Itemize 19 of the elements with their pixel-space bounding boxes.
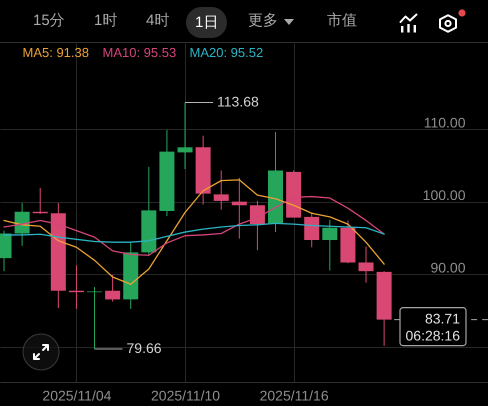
selected-tab: 1日 bbox=[186, 7, 228, 38]
text: 市值 bbox=[327, 11, 357, 31]
annotation: 113.68 bbox=[217, 94, 260, 110]
y-tick-label: 100.00 bbox=[422, 187, 466, 204]
text: 1时 bbox=[94, 11, 118, 31]
text: 4时 bbox=[146, 11, 170, 31]
text: 更多 bbox=[248, 11, 278, 31]
text: MA10: 95.53 bbox=[102, 44, 176, 60]
y-tick-label: 90.00 bbox=[430, 260, 466, 276]
ref-line-label: 83.71 bbox=[424, 310, 460, 327]
text: MA20: 95.52 bbox=[190, 44, 264, 60]
y-tick-label: 110.00 bbox=[424, 114, 466, 131]
text: 15分 bbox=[33, 11, 65, 31]
x-tick-label: 2025/11/10 bbox=[151, 388, 220, 404]
text: MA5: 91.38 bbox=[22, 44, 89, 60]
x-tick-label: 2025/11/16 bbox=[260, 388, 329, 404]
annotation: 06:28:16 bbox=[406, 328, 460, 344]
x-tick-label: 2025/11/04 bbox=[42, 388, 112, 404]
annotation: 79.66 bbox=[126, 340, 162, 356]
